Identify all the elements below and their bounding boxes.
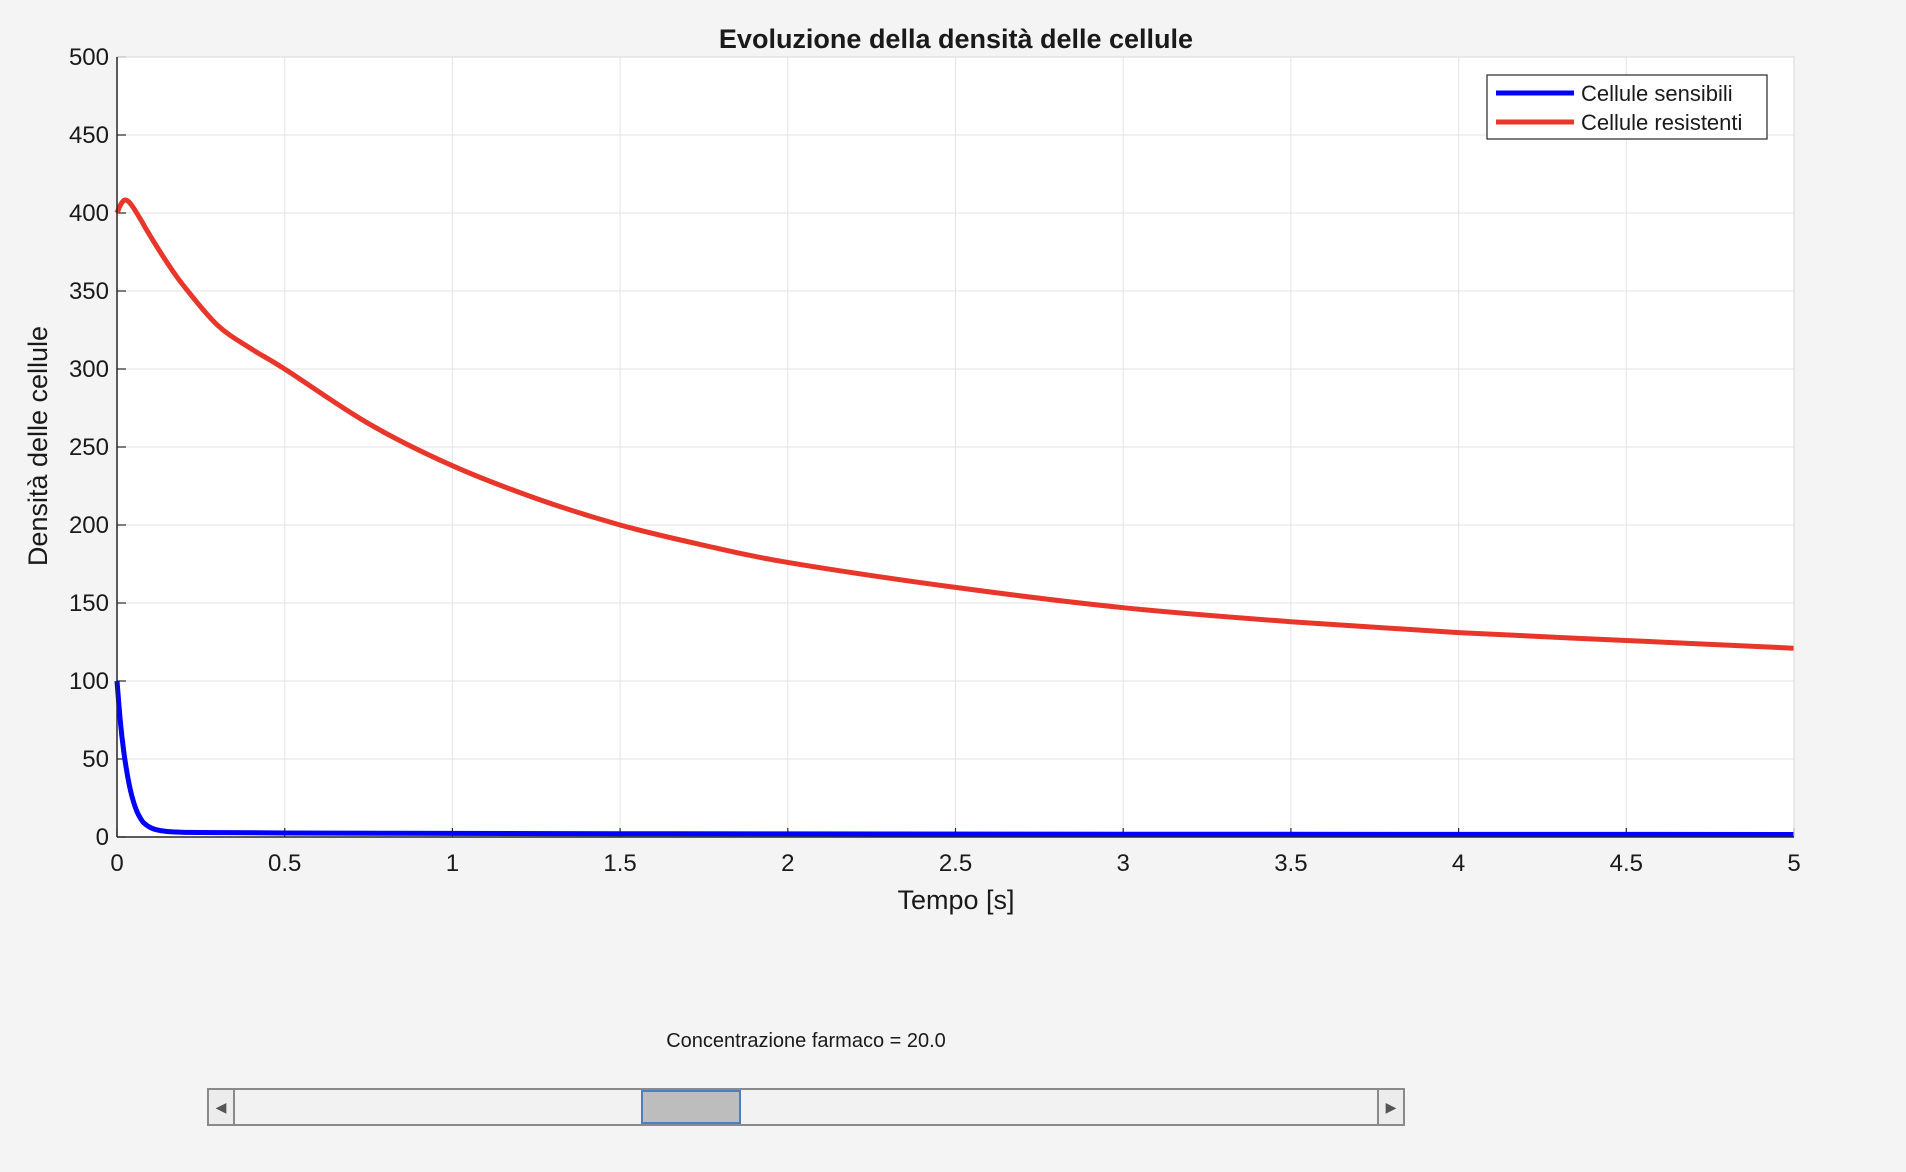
x-tick-label: 0.5 — [268, 850, 301, 877]
y-tick-labels: 0 50 100 150 200 250 300 350 400 450 500 — [69, 44, 109, 851]
y-tick-label: 150 — [69, 590, 109, 617]
slider-caption: Concentrazione farmaco = 20.0 — [666, 1030, 946, 1052]
legend: Cellule sensibili Cellule resistenti — [1486, 74, 1768, 140]
y-tick-label: 100 — [69, 668, 109, 695]
x-tick-label: 4 — [1452, 850, 1465, 877]
x-tick-label: 4.5 — [1610, 850, 1643, 877]
x-tick-label: 3.5 — [1274, 850, 1307, 877]
x-tick-label: 1.5 — [603, 850, 636, 877]
y-tick-label: 350 — [69, 278, 109, 305]
y-tick-label: 50 — [82, 746, 109, 773]
slider-right-arrow-button[interactable]: ▶ — [1377, 1090, 1403, 1124]
y-tick-label: 500 — [69, 44, 109, 71]
chart-title: Evoluzione della densità delle cellule — [719, 24, 1193, 54]
series-line-cellule-sensibili — [114, 680, 1795, 837]
triangle-left-icon: ◀ — [215, 1098, 227, 1115]
y-tick-label: 0 — [96, 824, 109, 851]
legend-label-resistenti: Cellule resistenti — [1581, 110, 1742, 135]
x-tick-label: 2.5 — [939, 850, 972, 877]
x-tick-label: 1 — [446, 850, 459, 877]
slider-left-arrow-button[interactable]: ◀ — [209, 1090, 235, 1124]
y-tick-label: 250 — [69, 434, 109, 461]
x-tick-labels: 0 0.5 1 1.5 2 2.5 3 3.5 4 4.5 5 — [110, 850, 1800, 877]
triangle-right-icon: ▶ — [1385, 1098, 1397, 1115]
y-axis-label: Densità delle cellule — [23, 326, 53, 566]
series-lines — [114, 197, 1795, 837]
concentration-slider[interactable]: ◀ ▶ — [207, 1088, 1405, 1126]
legend-label-sensibili: Cellule sensibili — [1581, 81, 1733, 106]
slider-track[interactable] — [235, 1090, 1377, 1124]
y-tick-label: 200 — [69, 512, 109, 539]
x-tick-label: 3 — [1117, 850, 1130, 877]
y-tick-label: 300 — [69, 356, 109, 383]
x-tick-label: 0 — [110, 850, 123, 877]
y-tick-label: 450 — [69, 122, 109, 149]
slider-thumb[interactable] — [641, 1090, 741, 1124]
legend-box — [1486, 74, 1768, 140]
x-tick-label: 2 — [781, 850, 794, 877]
x-tick-label: 5 — [1787, 850, 1800, 877]
series-line-cellule-resistenti — [114, 197, 1795, 651]
x-axis-label: Tempo [s] — [897, 885, 1014, 915]
y-tick-label: 400 — [69, 200, 109, 227]
